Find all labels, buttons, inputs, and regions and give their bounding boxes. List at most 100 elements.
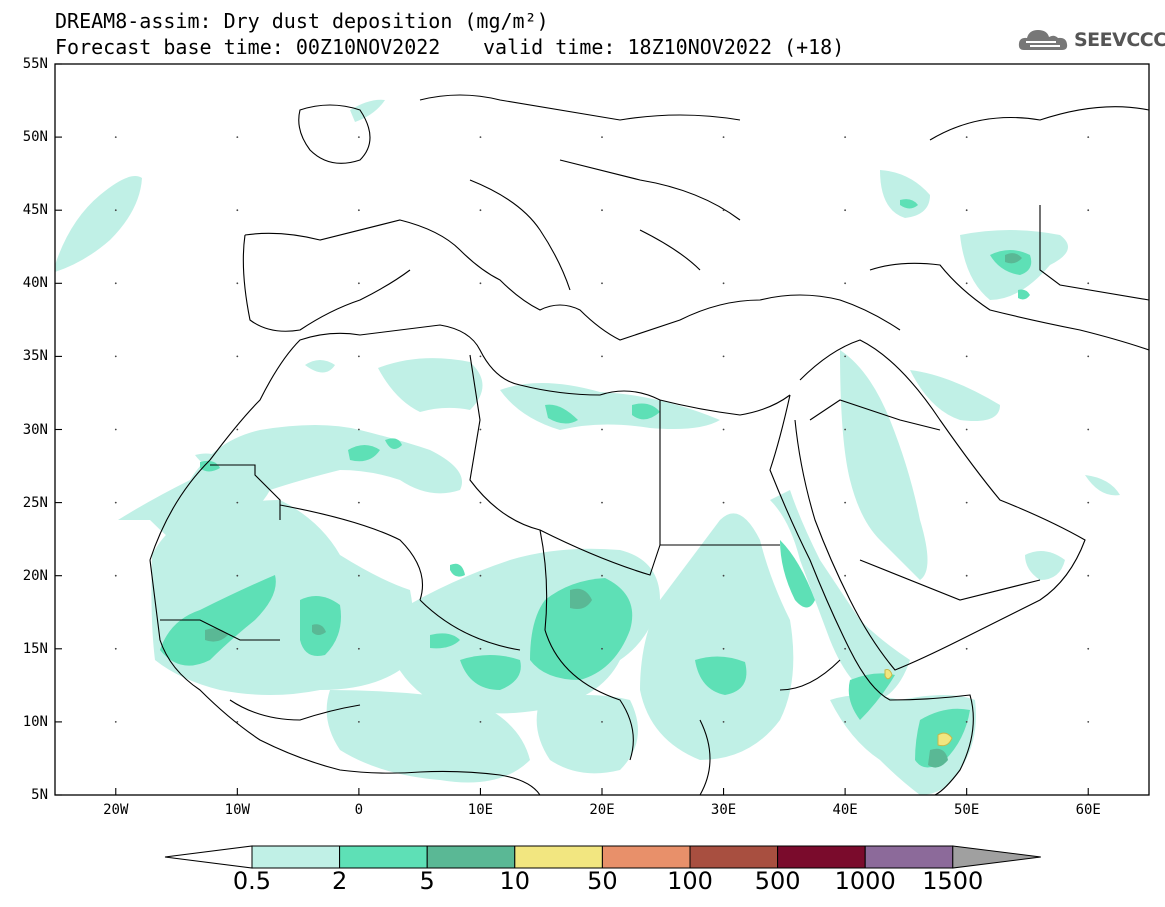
grid-dot xyxy=(114,501,117,504)
colorbar-segment xyxy=(601,845,691,869)
grid-dot xyxy=(722,209,725,212)
lon-label: 30E xyxy=(710,802,737,818)
colorbar-label: 2 xyxy=(331,867,348,895)
grid-dot xyxy=(479,282,482,285)
grid-dot xyxy=(844,501,847,504)
seevccc-logo: SEEVCCC xyxy=(1018,26,1165,54)
lat-label: 35N xyxy=(22,348,48,365)
grid-dot xyxy=(236,428,239,431)
grid-dot xyxy=(236,721,239,723)
grid-dot xyxy=(601,428,603,431)
lon-label: 20E xyxy=(589,802,615,818)
grid-dot xyxy=(357,428,360,431)
grid-dot xyxy=(601,574,603,577)
grid-dot xyxy=(114,647,117,650)
grid-dot xyxy=(965,574,968,577)
grid-dot xyxy=(844,136,847,139)
colorbar-label: 0.5 xyxy=(232,867,272,895)
grid-dot xyxy=(479,209,482,212)
grid-dot xyxy=(844,721,847,723)
grid-dot xyxy=(114,428,117,431)
lat-label: 50N xyxy=(22,129,48,146)
grid-dot xyxy=(236,282,239,285)
lon-label: 40E xyxy=(832,802,858,818)
grid-dot xyxy=(722,428,725,431)
grid-dot xyxy=(357,355,360,358)
grid-dot xyxy=(1087,282,1090,285)
grid-dot xyxy=(357,574,360,577)
lat-label: 45N xyxy=(22,202,48,219)
lat-label: 15N xyxy=(22,640,48,657)
grid-dot xyxy=(965,428,968,431)
grid-dot xyxy=(601,647,603,650)
colorbar-high-arrow xyxy=(952,845,1041,869)
colorbar-low-arrow xyxy=(164,845,253,869)
valid-time: valid time: 18Z10NOV2022 (+18) xyxy=(483,35,845,59)
grid-dot xyxy=(601,501,603,504)
grid-dot xyxy=(722,647,725,650)
grid-dot xyxy=(1087,721,1090,723)
grid-dot xyxy=(357,721,360,723)
grid-dot xyxy=(114,282,117,285)
grid-dot xyxy=(236,136,239,139)
grid-dot xyxy=(965,355,968,358)
grid-dot xyxy=(722,136,725,139)
colorbar-label: 1500 xyxy=(922,867,984,895)
grid-dot xyxy=(601,282,603,285)
country-borders xyxy=(149,94,1149,795)
lat-label: 25N xyxy=(22,494,48,511)
cloud-icon xyxy=(1018,30,1068,50)
grid-dot xyxy=(965,282,968,285)
grid-dot xyxy=(601,355,603,358)
grid-dot xyxy=(357,282,360,285)
lon-label: 10W xyxy=(224,802,250,818)
grid-dot xyxy=(479,136,482,139)
colorbar-label: 5 xyxy=(419,867,435,895)
grid-dot xyxy=(965,501,968,504)
grid-dot xyxy=(114,209,117,212)
lat-label: 5N xyxy=(31,787,48,803)
colorbar-segment xyxy=(426,845,516,869)
grid-dot xyxy=(1087,428,1090,431)
lon-label: 50E xyxy=(954,802,980,818)
grid-dot xyxy=(479,647,482,650)
grid-dot xyxy=(601,721,603,723)
grid-dot xyxy=(722,721,725,723)
grid-dot xyxy=(1087,355,1090,358)
grid-dot xyxy=(722,574,725,577)
lat-label: 40N xyxy=(22,275,48,292)
colorbar-segment xyxy=(251,845,341,869)
grid-dot xyxy=(479,428,482,431)
grid-dot xyxy=(236,574,239,577)
grid-dot xyxy=(114,355,117,358)
colorbar-segment xyxy=(689,845,779,869)
grid-dot xyxy=(479,501,482,504)
lat-label: 20N xyxy=(22,567,48,584)
grid-dot xyxy=(479,355,482,358)
colorbar-label: 500 xyxy=(754,867,801,895)
lat-label: 30N xyxy=(22,421,48,438)
grid-dot xyxy=(844,428,847,431)
colorbar-segment xyxy=(864,845,954,869)
lon-label: 20W xyxy=(103,802,129,818)
grid-dot xyxy=(357,136,360,139)
grid-dot xyxy=(965,136,968,139)
grid-dot xyxy=(357,209,360,212)
grid-dot xyxy=(601,209,603,212)
grid-dot xyxy=(114,574,117,577)
colorbar-segment xyxy=(339,845,428,869)
grid-dot xyxy=(1087,209,1090,212)
grid-dot xyxy=(722,501,725,504)
grid-dot xyxy=(114,721,117,723)
colorbar-label: 1000 xyxy=(834,867,896,895)
colorbar-segment xyxy=(777,845,866,869)
lon-label: 60E xyxy=(1075,802,1101,818)
grid-dot xyxy=(1087,574,1090,577)
colorbar-segment xyxy=(514,845,603,869)
colorbar xyxy=(164,845,1041,869)
grid-dot xyxy=(965,209,968,212)
grid-dot xyxy=(479,574,482,577)
grid-dot xyxy=(722,355,725,358)
grid-dot xyxy=(236,647,239,650)
